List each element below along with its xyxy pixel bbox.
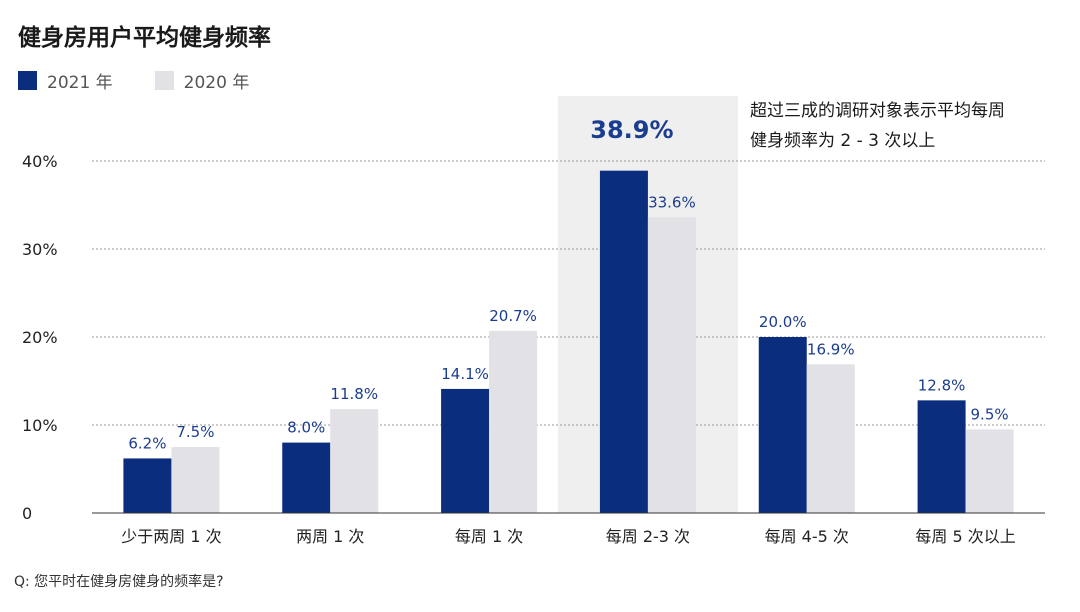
y-tick-label: 30% bbox=[22, 240, 58, 259]
footnote: Q: 您平时在健身房健身的频率是? bbox=[14, 574, 224, 590]
legend-item-2020: 2020 年 bbox=[154, 68, 250, 93]
annotation-note-line2: 健身频率为 2 - 3 次以上 bbox=[750, 131, 936, 151]
x-tick-label: 两周 1 次 bbox=[296, 527, 364, 546]
y-tick-label: 10% bbox=[22, 416, 58, 435]
bar bbox=[599, 170, 648, 513]
x-tick-label: 少于两周 1 次 bbox=[121, 527, 221, 546]
legend-swatch-2021 bbox=[18, 71, 37, 90]
legend: 2021 年 2020 年 bbox=[18, 68, 291, 93]
x-tick-label: 每周 1 次 bbox=[455, 527, 523, 546]
annotation-note-line1: 超过三成的调研对象表示平均每周 bbox=[750, 101, 1005, 121]
bar bbox=[282, 442, 331, 513]
legend-item-2021: 2021 年 bbox=[18, 68, 113, 93]
data-label: 9.5% bbox=[971, 405, 1009, 423]
data-label: 11.8% bbox=[330, 385, 378, 403]
legend-label-2020: 2020 年 bbox=[183, 73, 250, 93]
bar bbox=[489, 330, 538, 513]
data-label: 6.2% bbox=[128, 434, 166, 452]
legend-swatch-2020 bbox=[154, 71, 174, 90]
data-label: 14.1% bbox=[441, 365, 489, 383]
y-tick-label: 40% bbox=[22, 152, 58, 171]
bar bbox=[647, 217, 696, 513]
x-tick-label: 每周 5 次以上 bbox=[915, 527, 1015, 546]
data-label: 8.0% bbox=[287, 419, 325, 437]
x-tick-label: 每周 4-5 次 bbox=[765, 527, 849, 546]
x-tick-label: 每周 2-3 次 bbox=[606, 527, 690, 546]
bar bbox=[806, 364, 855, 513]
bar bbox=[965, 429, 1014, 513]
bar bbox=[330, 409, 379, 513]
y-tick-label: 0 bbox=[22, 504, 32, 523]
data-label: 12.8% bbox=[918, 376, 966, 394]
chart-title: 健身房用户平均健身频率 bbox=[18, 25, 271, 51]
bar bbox=[441, 388, 490, 513]
bar bbox=[123, 458, 172, 513]
bar bbox=[758, 337, 807, 513]
data-label: 20.0% bbox=[759, 313, 807, 331]
bar bbox=[171, 447, 220, 513]
y-tick-label: 20% bbox=[22, 328, 58, 347]
data-label: 16.9% bbox=[807, 340, 855, 358]
legend-label-2021: 2021 年 bbox=[47, 73, 113, 93]
data-label: 20.7% bbox=[489, 307, 537, 325]
data-label: 33.6% bbox=[648, 193, 696, 211]
annotation-note: 超过三成的调研对象表示平均每周 健身频率为 2 - 3 次以上 bbox=[750, 96, 1005, 156]
bar bbox=[917, 400, 966, 513]
highlight-value-label: 38.9% bbox=[590, 116, 673, 144]
data-label: 7.5% bbox=[176, 423, 214, 441]
